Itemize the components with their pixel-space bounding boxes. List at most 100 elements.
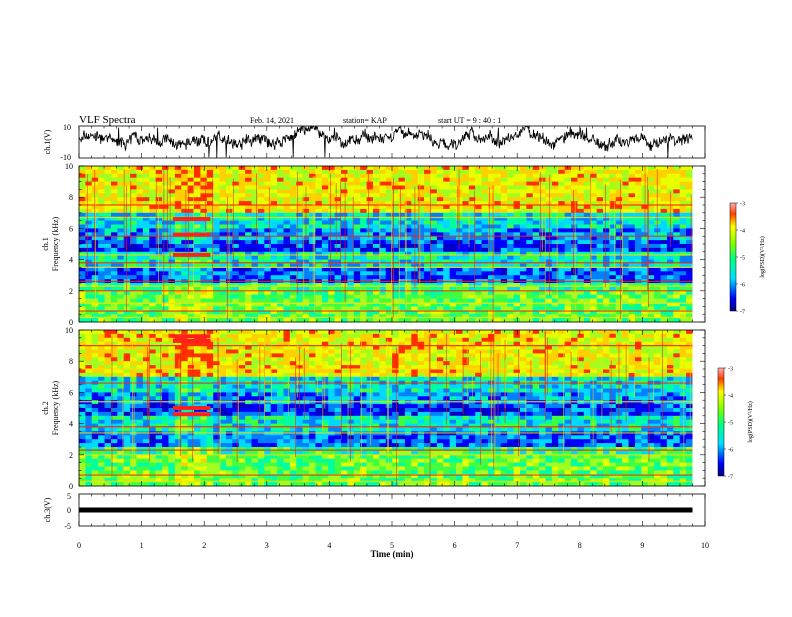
spectrogram-cell	[482, 193, 489, 197]
spectrogram-cell	[130, 334, 137, 338]
spectrogram-cell	[264, 236, 271, 240]
spectrogram-cell	[360, 291, 367, 295]
spectrogram-cell	[673, 240, 680, 244]
spectrogram-cell	[149, 256, 156, 260]
spectrogram-cell	[501, 197, 508, 201]
spectrogram-cell	[149, 186, 156, 190]
spectrogram-cell	[92, 178, 99, 182]
spectrogram-cell	[641, 267, 648, 271]
spectrogram-cell	[296, 189, 303, 193]
spectrogram-cell	[156, 189, 163, 193]
spectrogram-cell	[79, 174, 86, 178]
spectrogram-cell	[156, 330, 163, 334]
spectrogram-cell	[577, 170, 584, 174]
spectrogram-cell	[501, 186, 508, 190]
spectrogram-cell	[379, 182, 386, 186]
spectrogram-cell	[661, 240, 668, 244]
spectrogram-cell	[641, 275, 648, 279]
spectrogram-cell	[79, 221, 86, 225]
spectrogram-cell	[494, 228, 501, 232]
spectrogram-cell	[220, 244, 227, 248]
spectrogram-cell	[271, 170, 278, 174]
spectrogram-cell	[520, 178, 527, 182]
spectrogram-cell	[162, 455, 169, 459]
spectrogram-cell	[143, 275, 150, 279]
spectrogram-cell	[462, 213, 469, 217]
spectrogram-cell	[609, 228, 616, 232]
spectrogram-cell	[347, 182, 354, 186]
spectrogram-cell	[354, 240, 361, 244]
spectrogram-cell	[207, 353, 214, 357]
spectrogram-cell	[603, 267, 610, 271]
spectrogram-cell	[494, 178, 501, 182]
spectrogram-cell	[546, 244, 553, 248]
spectrogram-cell	[200, 205, 207, 209]
spectrogram-cell	[168, 435, 175, 439]
spectrogram-cell	[462, 209, 469, 213]
spectrogram-cell	[105, 334, 112, 338]
spectrogram-cell	[194, 170, 201, 174]
spectrogram-cell	[277, 248, 284, 252]
spectrogram-cell	[609, 205, 616, 209]
spectrogram-cell	[443, 295, 450, 299]
spectrogram-cell	[424, 221, 431, 225]
spectrogram-cell	[603, 166, 610, 170]
spectrogram-cell	[641, 295, 648, 299]
spectrogram-cell	[252, 291, 259, 295]
spectrogram-cell	[245, 267, 252, 271]
spectrogram-cell	[194, 369, 201, 373]
spectrogram-cell	[188, 428, 195, 432]
spectrogram-cell	[181, 357, 188, 361]
spectrogram-cell	[571, 189, 578, 193]
spectrogram-cell	[213, 244, 220, 248]
spectrogram-cell	[124, 439, 131, 443]
spectrogram-cell	[181, 174, 188, 178]
spectrogram-cell	[252, 166, 259, 170]
spectrogram-cell	[635, 228, 642, 232]
spectrogram-cell	[213, 178, 220, 182]
spectrogram-cell	[686, 271, 693, 275]
spectrogram-cell	[200, 186, 207, 190]
spectrogram-cell	[92, 275, 99, 279]
spectrogram-cell	[264, 240, 271, 244]
spectrogram-cell	[603, 275, 610, 279]
spectrogram-cell	[117, 330, 124, 334]
spectrogram-cell	[462, 248, 469, 252]
spectrogram-cell	[405, 182, 412, 186]
spectrogram-cell	[130, 408, 137, 412]
spectrogram-cell	[162, 291, 169, 295]
spectrogram-cell	[200, 346, 207, 350]
spectrogram-cell	[437, 178, 444, 182]
spectrogram-cell	[85, 353, 92, 357]
spectrogram-cell	[482, 189, 489, 193]
spectrogram-cell	[239, 244, 246, 248]
spectrogram-cell	[584, 166, 591, 170]
spectrogram-cell	[143, 170, 150, 174]
spectrogram-cell	[475, 221, 482, 225]
spectrogram-cell	[92, 428, 99, 432]
spectrogram-cell	[680, 236, 687, 240]
spectrogram-cell	[168, 428, 175, 432]
spectrogram-cell	[609, 221, 616, 225]
spectrogram-cell	[124, 392, 131, 396]
spectrogram-cell	[379, 271, 386, 275]
spectrogram-cell	[635, 267, 642, 271]
spectrogram-cell	[156, 470, 163, 474]
spectrogram-cell	[149, 420, 156, 424]
spectrogram-cell	[245, 182, 252, 186]
spectrogram-cell	[450, 228, 457, 232]
spectrogram-cell	[341, 228, 348, 232]
spectrogram-cell	[597, 174, 604, 178]
spectrogram-cell	[450, 174, 457, 178]
spectrogram-cell	[296, 244, 303, 248]
spectrogram-cell	[181, 209, 188, 213]
spectrogram-cell	[335, 170, 342, 174]
spectrogram-cell	[456, 197, 463, 201]
spectrogram-cell	[130, 353, 137, 357]
spectrogram-cell	[424, 209, 431, 213]
spectrogram-cell	[92, 197, 99, 201]
spectrogram-cell	[558, 244, 565, 248]
spectrogram-cell	[156, 170, 163, 174]
spectrogram-cell	[315, 271, 322, 275]
spectrogram-cell	[462, 189, 469, 193]
